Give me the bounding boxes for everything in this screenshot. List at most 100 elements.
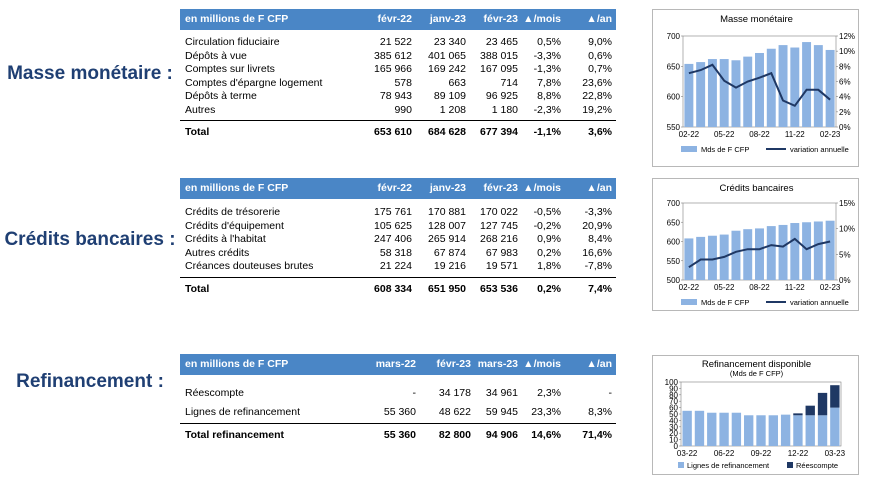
row-cell-col-1: 21 522 xyxy=(379,36,412,48)
row-cell-col-1: 247 406 xyxy=(374,233,412,246)
y-tick-label-left: 650 xyxy=(667,218,681,227)
row-cell-col-2: 48 622 xyxy=(438,406,471,418)
table-row: Créances douteuses brutes 21 224 19 216 19 … xyxy=(180,260,616,274)
row-cell-col-3: 67 983 xyxy=(485,246,518,259)
header-col-3: mars-23 xyxy=(477,358,518,370)
legend-label-lignes: Lignes de refinancement xyxy=(687,461,770,470)
x-tick-label: 02-23 xyxy=(820,283,841,292)
table-row: Dépôts à vue 385 612 401 065 388 015 -3,3% 0,… xyxy=(180,50,616,64)
row-label: Crédits d'équipement xyxy=(185,219,284,232)
row-cell-col-3: 94 906 xyxy=(485,429,518,441)
bar-mark xyxy=(766,226,776,280)
row-label: Créances douteuses brutes xyxy=(185,260,314,273)
table-row: Lignes de refinancement 55 360 48 622 59 94… xyxy=(180,406,616,425)
section-title-credits-bancaires: Crédits bancaires : xyxy=(4,229,176,250)
bar-mark xyxy=(731,230,741,280)
y-tick-label: 60 xyxy=(669,404,678,413)
header-col-3: févr-23 xyxy=(483,13,518,25)
bar-mark xyxy=(696,62,706,127)
row-label: Crédits de trésorerie xyxy=(185,206,281,218)
y-tick-label-left: 700 xyxy=(667,199,681,208)
bar-mark-lignes xyxy=(780,414,791,446)
row-cell-col-5: 0,6% xyxy=(588,49,612,62)
row-cell-col-2: 128 007 xyxy=(428,219,466,232)
row-cell-col-2: 663 xyxy=(448,76,466,89)
table-row: Crédits de trésorerie 175 761 170 881 170 0… xyxy=(180,206,616,220)
legend-swatch-lignes xyxy=(678,462,684,468)
y-tick-label: 20 xyxy=(669,429,678,438)
header-col-1: mars-22 xyxy=(375,358,416,370)
row-cell-col-2: 651 950 xyxy=(428,283,466,295)
y-tick-label: 10 xyxy=(669,436,678,445)
bar-mark xyxy=(743,56,753,128)
row-cell-col-5: 20,9% xyxy=(582,219,612,232)
row-cell-col-4: -1,1% xyxy=(533,126,561,138)
row-cell-col-3: 34 961 xyxy=(485,387,518,399)
header-col-4: ▲/mois xyxy=(523,13,561,25)
row-cell-col-3: 268 216 xyxy=(480,233,518,246)
row-cell-col-1: 175 761 xyxy=(374,206,412,218)
row-cell-col-5: 8,4% xyxy=(588,233,612,246)
row-cell-col-1: 55 360 xyxy=(383,406,416,418)
section-title-masse-monetaire: Masse monétaire : xyxy=(7,63,173,84)
chart-masse-monetaire: Masse monétaire 550 600 650 700 0% 2% 4% 6% 8% 10%… xyxy=(652,9,859,167)
bar-mark-lignes xyxy=(793,415,803,446)
header-col-2: févr-23 xyxy=(436,358,471,370)
header-label: en millions de F CFP xyxy=(185,182,289,194)
chart-title: Refinancement disponible xyxy=(702,359,811,370)
legend-label-line: variation annuelle xyxy=(790,145,849,154)
table-divider xyxy=(180,277,616,278)
bar-mark xyxy=(790,223,800,280)
y-tick-label-right: 8% xyxy=(839,62,851,71)
row-label: Dépôts à terme xyxy=(185,90,257,103)
row-cell-col-5: 71,4% xyxy=(582,429,612,441)
bar-mark xyxy=(802,222,812,280)
legend-label-bar: Mds de F CFP xyxy=(701,298,749,307)
row-label: Total refinancement xyxy=(185,429,284,441)
header-col-3: févr-23 xyxy=(483,182,518,194)
y-tick-label-left: 600 xyxy=(667,93,681,102)
row-cell-col-4: -3,3% xyxy=(533,49,561,62)
bar-mark-reescompte xyxy=(830,385,840,408)
x-tick-label: 11-22 xyxy=(785,130,805,139)
row-cell-col-4: -0,2% xyxy=(533,219,561,232)
row-cell-col-2: 34 178 xyxy=(438,387,471,399)
row-cell-col-1: 21 224 xyxy=(379,260,412,273)
row-cell-col-4: 0,2% xyxy=(537,283,561,295)
chart-refinancement: Refinancement disponible (Mds de F CFP) 0 1… xyxy=(652,355,859,475)
row-cell-col-4: 0,9% xyxy=(537,233,561,246)
y-tick-label-left: 550 xyxy=(667,257,681,266)
row-cell-col-3: 170 022 xyxy=(480,206,518,218)
bar-mark xyxy=(778,45,788,127)
y-tick-label-right: 5% xyxy=(839,250,851,259)
bar-mark-lignes xyxy=(744,415,754,446)
row-cell-col-1: 385 612 xyxy=(374,49,412,62)
table-row: Autres crédits 58 318 67 874 67 983 0,2% 16,6… xyxy=(180,247,616,261)
table-masse-monetaire: en millions de F CFP févr-22 janv-23 fév… xyxy=(180,9,616,138)
y-tick-label-right: 0% xyxy=(839,276,851,285)
x-tick-label: 05-22 xyxy=(714,130,735,139)
bar-mark xyxy=(755,228,764,280)
row-cell-col-4: -1,3% xyxy=(533,63,561,76)
chart-refinancement-svg: Refinancement disponible(Mds de F CFP)01… xyxy=(665,359,846,470)
row-cell-col-5: 3,6% xyxy=(588,126,612,138)
legend-swatch-bar xyxy=(681,299,697,305)
bar-mark xyxy=(802,42,812,127)
y-tick-label-right: 6% xyxy=(839,78,851,87)
y-tick-label-right: 4% xyxy=(839,93,851,102)
bar-mark-lignes xyxy=(805,415,815,446)
row-cell-col-3: 59 945 xyxy=(485,406,518,418)
header-col-1: févr-22 xyxy=(377,13,412,25)
header-col-4: ▲/mois xyxy=(523,182,561,194)
x-tick-label: 02-23 xyxy=(820,130,841,139)
bar-mark-lignes xyxy=(719,412,729,446)
row-cell-col-5: - xyxy=(608,387,613,399)
bar-mark xyxy=(707,59,717,128)
header-col-4: ▲/mois xyxy=(523,358,561,370)
y-tick-label-right: 10% xyxy=(839,47,855,56)
row-cell-col-5: 0,7% xyxy=(588,63,612,76)
legend-label-bar: Mds de F CFP xyxy=(701,145,749,154)
y-tick-label-left: 600 xyxy=(667,238,681,247)
bar-mark xyxy=(684,63,694,127)
x-tick-label: 11-22 xyxy=(785,283,805,292)
